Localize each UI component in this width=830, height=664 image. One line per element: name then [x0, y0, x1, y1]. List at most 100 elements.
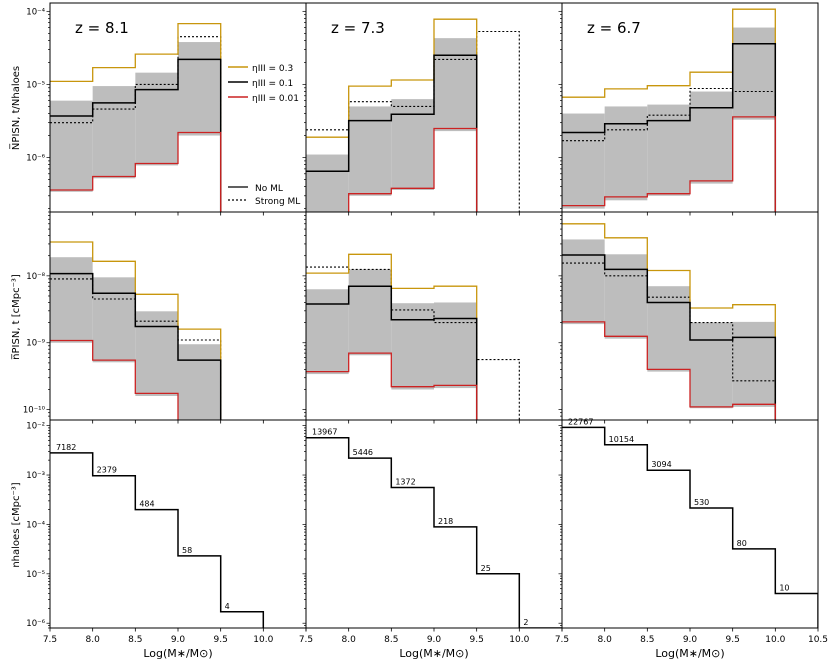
- uncertainty-band-bin: [306, 289, 349, 375]
- y-tick-label: 10⁻⁸: [26, 272, 45, 282]
- series-eta-0.3: [50, 22, 222, 212]
- panel-content: [562, 426, 818, 628]
- y-tick-label: 10⁻⁵: [26, 570, 45, 580]
- uncertainty-band-bin: [391, 99, 434, 190]
- halo-count-label: 530: [694, 498, 709, 507]
- halo-count-label: 218: [438, 517, 453, 526]
- uncertainty-band-bin: [690, 91, 733, 184]
- y-axis-label-row1: N̅PISN, t/Nhaloes: [9, 66, 22, 150]
- uncertainty-band-bin: [135, 311, 178, 396]
- x-tick-label: 8.0: [598, 635, 613, 645]
- panel-title-z8.1: z = 8.1: [75, 19, 129, 37]
- uncertainty-band-bin: [647, 104, 690, 196]
- x-tick-label: 10.5: [808, 635, 828, 645]
- series-eta-0.1: [50, 58, 222, 212]
- x-axis-label-col3: Log(M∗/M⊙): [655, 647, 724, 660]
- uncertainty-band-bin: [732, 27, 776, 120]
- x-tick-label: 8.5: [384, 635, 398, 645]
- x-tick-label: 8.5: [128, 635, 142, 645]
- x-tick-label: 9.0: [683, 635, 698, 645]
- x-axis-label-col1: Log(M∗/M⊙): [143, 647, 212, 660]
- halo-count-label: 1372: [395, 477, 415, 486]
- uncertainty-band-bin: [135, 72, 178, 166]
- uncertainty-band-bin: [732, 321, 776, 407]
- panel-r1-c2: [302, 2, 563, 216]
- uncertainty-band-bin: [562, 239, 605, 325]
- uncertainty-band-bin: [647, 286, 690, 372]
- halo-count-label: 10: [779, 583, 789, 592]
- x-tick-label: 7.5: [299, 635, 313, 645]
- panel-title-z7.3: z = 7.3: [331, 19, 385, 37]
- uncertainty-band-bin: [690, 322, 733, 409]
- uncertainty-band-bin: [348, 106, 392, 196]
- x-tick-label: 9.0: [427, 635, 442, 645]
- uncertainty-band-bin: [604, 254, 648, 339]
- legend-strong-ml-label: Strong ML: [255, 197, 300, 207]
- panel-content: [50, 452, 265, 628]
- panel-r1-c1: 10⁻⁶ 10⁻⁵ 10⁻⁴: [26, 2, 307, 216]
- panel-content: [50, 22, 222, 212]
- legend-eta-0.01-label: ηIII = 0.01: [252, 94, 299, 104]
- series-eta-0.01: [50, 339, 179, 420]
- legend-no-ml-label: No ML: [255, 184, 283, 194]
- panel-r2-c3: [558, 211, 819, 424]
- plot-layer: 10⁻⁶10⁻⁵10⁻⁴10⁻¹⁰10⁻⁹10⁻⁸718223794845847…: [23, 2, 828, 645]
- series-eta-0.3: [562, 8, 776, 212]
- x-tick-label: 9.5: [470, 635, 484, 645]
- x-tick-label: 10.0: [765, 635, 785, 645]
- x-tick-label: 8.0: [86, 635, 101, 645]
- panel-content: [50, 241, 222, 420]
- panel-r2-c1: 10⁻¹⁰ 10⁻⁹ 10⁻⁸: [23, 211, 307, 424]
- halo-count-label: 2379: [97, 466, 117, 475]
- uncertainty-band-bin: [348, 269, 392, 356]
- halo-count-label: 2: [523, 618, 528, 627]
- halo-count-label: 10154: [609, 435, 634, 444]
- halo-count-label: 25: [481, 564, 491, 573]
- uncertainty-band-bin: [92, 277, 136, 363]
- series-eta-0.1: [562, 254, 777, 420]
- y-axis-label-row2: n̅PISN, t [cMpc⁻³]: [11, 274, 22, 360]
- x-tick-label: 7.5: [43, 635, 57, 645]
- uncertainty-band-bin: [306, 154, 349, 212]
- uncertainty-band-bin: [178, 42, 221, 136]
- uncertainty-band-bin: [92, 86, 136, 179]
- panel-content: [306, 253, 520, 420]
- halo-count-label: 13967: [312, 428, 337, 437]
- uncertainty-band-bin: [434, 302, 477, 389]
- panel-r3-c1: 7182 2379 484 58 4 7.5 8.0 8.5 9.0 9.5 10.0 10⁻⁶ 10⁻…: [26, 419, 307, 645]
- legend-eta-0.1-label: ηIII = 0.1: [252, 79, 293, 89]
- x-tick-label: 9.5: [214, 635, 228, 645]
- halo-count-label: 22767: [568, 417, 593, 426]
- panel-frame: [561, 419, 819, 629]
- uncertainty-band-bin: [178, 344, 221, 420]
- series-eta-0.01: [348, 127, 478, 212]
- y-tick-label: 10⁻⁶: [26, 154, 45, 164]
- y-tick-label: 10⁻⁹: [26, 339, 45, 349]
- halo-count-label: 7182: [56, 443, 76, 452]
- uncertainty-band-bin: [50, 100, 93, 192]
- series-eta-0.1: [562, 43, 777, 212]
- x-tick-label: 7.5: [555, 635, 569, 645]
- uncertainty-band-bin: [50, 257, 93, 343]
- series-eta-0.3: [562, 223, 776, 420]
- panel-content: [306, 436, 562, 628]
- panel-r3-c2: 13967 5446 1372 218 25 2 7.5 8.0 8.5 9.0 9.5 10.0: [299, 419, 563, 645]
- uncertainty-band-bin: [562, 113, 605, 209]
- x-tick-label: 9.0: [171, 635, 186, 645]
- legend: ηIII = 0.3 ηIII = 0.1 ηIII = 0.01 No ML …: [228, 64, 300, 207]
- x-tick-label: 10.0: [253, 635, 273, 645]
- panel-r1-c3: [558, 2, 819, 216]
- x-tick-label: 8.5: [640, 635, 654, 645]
- panel-r3-c3: 22767 10154 3094 530 80 10 7.5 8.0 8.5 9.0 9.5 10.0…: [555, 417, 828, 645]
- series-eta-0.01: [562, 116, 776, 212]
- x-tick-label: 9.5: [726, 635, 740, 645]
- y-tick-label: 10⁻⁶: [26, 619, 45, 629]
- x-tick-label: 10.0: [509, 635, 529, 645]
- panel-content: [306, 18, 520, 212]
- uncertainty-band-bin: [391, 303, 434, 390]
- series-eta-0.1: [306, 285, 478, 420]
- halo-count-label: 484: [139, 500, 154, 509]
- series-eta-0.01: [306, 352, 478, 420]
- series-eta-0.01: [562, 321, 776, 420]
